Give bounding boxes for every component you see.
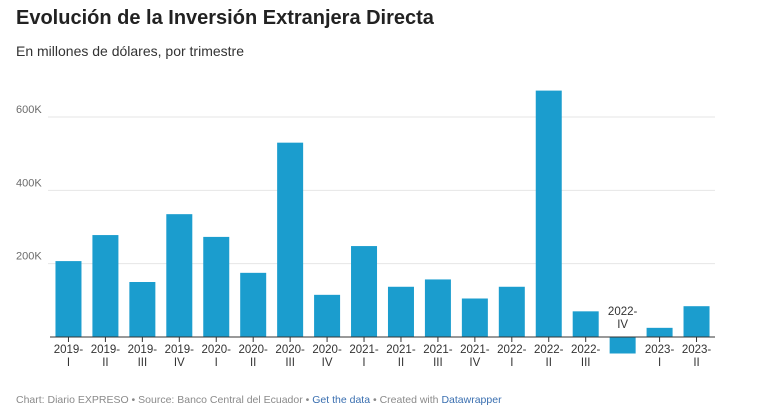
footer-separator: •	[370, 394, 380, 406]
created-with-text: Created with	[379, 394, 442, 406]
x-tick-label: III	[138, 357, 148, 369]
x-tick-label: 2019-	[128, 344, 158, 356]
bar	[240, 272, 267, 337]
x-tick-label: IV	[469, 357, 480, 369]
x-tick-label: 2021-	[460, 344, 490, 356]
x-tick-label: IV	[174, 357, 185, 369]
x-tick-label: II	[546, 357, 552, 369]
x-tick-label: 2021-	[386, 344, 416, 356]
footer-separator: •	[128, 394, 139, 406]
x-tick-label: 2019-	[165, 344, 195, 356]
x-tick-label: 2022-	[571, 344, 601, 356]
get-data-link[interactable]: Get the data	[312, 394, 371, 406]
bar	[351, 246, 378, 337]
x-tick-label: 2020-	[202, 344, 232, 356]
y-tick-label: 400K	[16, 177, 42, 189]
footer-separator: •	[302, 394, 313, 406]
y-tick-label: 600K	[16, 104, 42, 116]
bar	[129, 282, 156, 337]
x-tick-label: II	[398, 357, 404, 369]
x-tick-label: 2023-	[645, 344, 675, 356]
bar	[572, 311, 599, 337]
x-tick-label: I	[658, 357, 661, 369]
x-tick-label: IV	[617, 319, 628, 331]
bar	[314, 294, 341, 337]
x-tick-label: IV	[322, 357, 333, 369]
chart-footer: Chart: Diario EXPRESO • Source: Banco Ce…	[16, 394, 502, 406]
x-tick-label: 2022-	[534, 344, 564, 356]
bar	[683, 306, 710, 337]
chart-subtitle: En millones de dólares, por trimestre	[16, 43, 244, 59]
x-tick-label: 2021-	[423, 344, 453, 356]
x-tick-label: 2020-	[275, 344, 305, 356]
datawrapper-link[interactable]: Datawrapper	[441, 394, 502, 406]
x-tick-label: 2023-	[682, 344, 712, 356]
x-tick-label: 2020-	[238, 344, 268, 356]
chart-credit: Chart: Diario EXPRESO	[16, 394, 129, 406]
x-tick-label: III	[581, 357, 591, 369]
x-tick-label: III	[433, 357, 443, 369]
x-tick-label: 2022-	[497, 344, 527, 356]
x-tick-label: I	[362, 357, 365, 369]
bar	[277, 142, 304, 337]
bar	[92, 235, 119, 337]
x-tick-label: 2022-	[608, 306, 638, 318]
chart-title: Evolución de la Inversión Extranjera Dir…	[16, 7, 434, 29]
x-tick-label: 2019-	[91, 344, 121, 356]
bar	[609, 337, 636, 354]
x-tick-label: I	[67, 357, 70, 369]
x-tick-label: I	[215, 357, 218, 369]
x-tick-label: I	[510, 357, 513, 369]
bar	[203, 236, 230, 337]
x-tick-label: II	[102, 357, 108, 369]
bar	[646, 327, 673, 337]
bar	[424, 279, 451, 337]
bar	[387, 286, 414, 337]
bar	[498, 286, 525, 337]
bar-chart: 200K400K600K2019-I2019-II2019-III2019-IV…	[16, 90, 715, 369]
source-credit: Source: Banco Central del Ecuador	[138, 394, 303, 406]
x-tick-label: III	[285, 357, 295, 369]
bar	[535, 90, 562, 337]
x-tick-label: 2021-	[349, 344, 379, 356]
bar	[166, 214, 193, 337]
y-tick-label: 200K	[16, 251, 42, 263]
x-tick-label: 2020-	[312, 344, 342, 356]
x-tick-label: II	[250, 357, 256, 369]
bar	[461, 298, 488, 337]
x-tick-label: 2019-	[54, 344, 84, 356]
bar	[55, 261, 82, 337]
x-tick-label: II	[693, 357, 699, 369]
